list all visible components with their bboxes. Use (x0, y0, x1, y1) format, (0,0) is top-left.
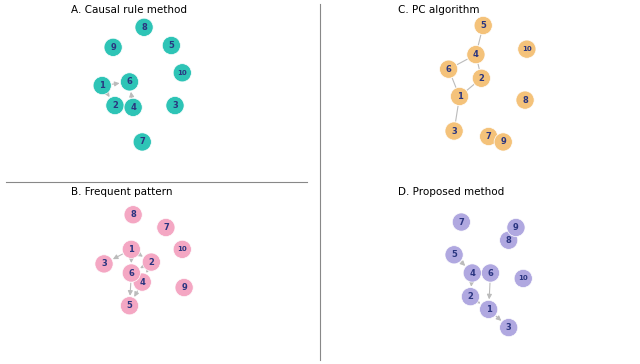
Text: 2: 2 (479, 74, 484, 83)
Text: 3: 3 (451, 127, 457, 135)
Text: 7: 7 (140, 138, 145, 146)
Text: 6: 6 (445, 65, 452, 74)
Circle shape (479, 300, 498, 318)
Circle shape (124, 98, 142, 116)
Text: 9: 9 (513, 223, 519, 232)
Text: 7: 7 (458, 218, 464, 226)
Circle shape (461, 288, 479, 306)
Circle shape (494, 133, 513, 151)
Text: B. Frequent pattern: B. Frequent pattern (71, 187, 173, 197)
Circle shape (516, 91, 534, 109)
Text: A. Causal rule method: A. Causal rule method (71, 5, 188, 15)
Text: 5: 5 (168, 41, 174, 50)
Circle shape (445, 122, 463, 140)
Circle shape (133, 273, 151, 291)
Circle shape (142, 253, 161, 271)
Circle shape (175, 278, 193, 297)
Text: 8: 8 (506, 236, 511, 245)
Text: 1: 1 (129, 245, 134, 254)
Text: 6: 6 (488, 269, 493, 277)
Circle shape (124, 206, 142, 224)
Circle shape (474, 16, 492, 35)
Text: 6: 6 (127, 78, 132, 86)
Text: 10: 10 (177, 70, 187, 76)
Circle shape (472, 69, 490, 87)
Text: 6: 6 (129, 269, 134, 277)
Circle shape (500, 231, 518, 249)
Circle shape (479, 127, 498, 146)
Text: D. Proposed method: D. Proposed method (397, 187, 504, 197)
Text: 8: 8 (141, 23, 147, 32)
Text: 5: 5 (127, 301, 132, 310)
Circle shape (173, 240, 191, 258)
Text: 3: 3 (506, 323, 511, 332)
Text: 8: 8 (522, 96, 528, 104)
Text: C. PC algorithm: C. PC algorithm (397, 5, 479, 15)
Text: 9: 9 (110, 43, 116, 52)
Circle shape (106, 96, 124, 115)
Text: 4: 4 (473, 50, 479, 59)
Text: 1: 1 (99, 81, 105, 90)
Text: 1: 1 (486, 305, 492, 314)
Text: 4: 4 (469, 269, 476, 277)
Circle shape (514, 269, 532, 288)
Text: 10: 10 (518, 276, 528, 281)
Circle shape (463, 264, 481, 282)
Circle shape (157, 218, 175, 237)
Text: 5: 5 (480, 21, 486, 30)
Text: 2: 2 (148, 258, 154, 266)
Circle shape (120, 73, 139, 91)
Circle shape (440, 60, 458, 78)
Text: 3: 3 (172, 101, 178, 110)
Circle shape (95, 255, 113, 273)
Circle shape (163, 36, 180, 55)
Text: 2: 2 (468, 292, 474, 301)
Circle shape (507, 218, 525, 237)
Text: 10: 10 (522, 46, 532, 52)
Circle shape (467, 46, 485, 64)
Text: 4: 4 (140, 278, 145, 286)
Text: 5: 5 (451, 250, 457, 259)
Text: 8: 8 (131, 210, 136, 219)
Circle shape (500, 318, 518, 337)
Circle shape (445, 246, 463, 264)
Circle shape (481, 264, 500, 282)
Text: 9: 9 (500, 138, 506, 146)
Circle shape (133, 133, 151, 151)
Circle shape (452, 213, 470, 231)
Text: 1: 1 (456, 92, 463, 101)
Text: 10: 10 (177, 246, 187, 252)
Circle shape (451, 87, 468, 106)
Circle shape (120, 297, 139, 315)
Circle shape (93, 76, 111, 95)
Text: 2: 2 (112, 101, 118, 110)
Circle shape (122, 264, 140, 282)
Text: 9: 9 (181, 283, 187, 292)
Text: 3: 3 (101, 260, 107, 268)
Circle shape (518, 40, 536, 58)
Circle shape (122, 240, 140, 258)
Circle shape (166, 96, 184, 115)
Text: 7: 7 (486, 132, 492, 141)
Text: 4: 4 (130, 103, 136, 112)
Circle shape (173, 64, 191, 82)
Circle shape (135, 18, 153, 36)
Circle shape (104, 38, 122, 56)
Text: 7: 7 (163, 223, 169, 232)
